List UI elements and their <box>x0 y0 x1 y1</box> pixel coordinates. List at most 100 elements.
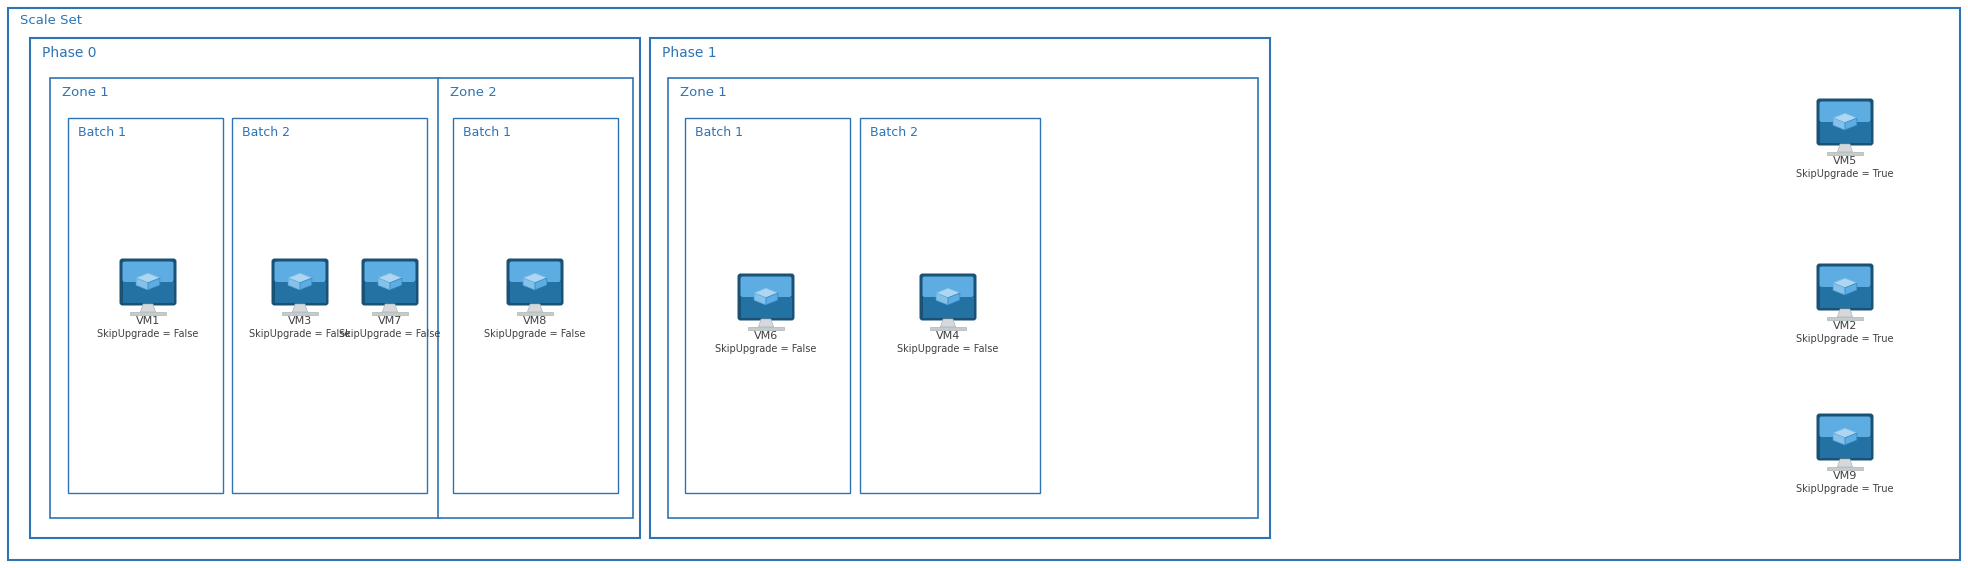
FancyBboxPatch shape <box>120 258 177 306</box>
Polygon shape <box>382 304 398 312</box>
FancyBboxPatch shape <box>364 261 415 282</box>
Bar <box>364 282 415 303</box>
FancyBboxPatch shape <box>49 78 441 518</box>
FancyBboxPatch shape <box>740 277 791 297</box>
Polygon shape <box>378 273 401 283</box>
Polygon shape <box>287 278 299 290</box>
Polygon shape <box>766 293 777 305</box>
FancyBboxPatch shape <box>923 277 974 297</box>
Text: Scale Set: Scale Set <box>20 14 83 27</box>
Text: Batch 2: Batch 2 <box>242 126 289 139</box>
Text: VM3: VM3 <box>287 316 313 326</box>
Polygon shape <box>1838 144 1852 152</box>
Polygon shape <box>1846 283 1858 295</box>
Polygon shape <box>136 273 159 283</box>
Polygon shape <box>136 278 148 290</box>
FancyBboxPatch shape <box>685 118 850 493</box>
Polygon shape <box>1838 459 1852 467</box>
Text: Zone 2: Zone 2 <box>451 86 496 99</box>
Text: SkipUpgrade = False: SkipUpgrade = False <box>250 329 350 339</box>
Polygon shape <box>1838 309 1852 317</box>
Text: SkipUpgrade = False: SkipUpgrade = False <box>484 329 586 339</box>
Text: VM5: VM5 <box>1832 156 1858 166</box>
Bar <box>372 312 407 315</box>
Bar <box>274 282 325 303</box>
FancyBboxPatch shape <box>1816 414 1874 461</box>
Bar <box>1828 152 1862 154</box>
FancyBboxPatch shape <box>919 274 976 320</box>
Text: SkipUpgrade = False: SkipUpgrade = False <box>714 344 817 354</box>
Polygon shape <box>1846 118 1858 130</box>
Bar <box>283 312 317 315</box>
Text: VM9: VM9 <box>1832 471 1858 481</box>
FancyBboxPatch shape <box>649 38 1269 538</box>
Polygon shape <box>140 304 155 312</box>
Polygon shape <box>1832 118 1846 130</box>
FancyBboxPatch shape <box>272 258 329 306</box>
Polygon shape <box>148 278 159 290</box>
Polygon shape <box>1832 283 1846 295</box>
Text: Batch 1: Batch 1 <box>695 126 744 139</box>
FancyBboxPatch shape <box>439 78 634 518</box>
Polygon shape <box>378 278 390 290</box>
Bar <box>130 312 165 315</box>
Polygon shape <box>941 319 956 327</box>
Bar <box>510 282 561 303</box>
Bar <box>122 282 173 303</box>
FancyBboxPatch shape <box>453 118 618 493</box>
Polygon shape <box>523 278 535 290</box>
FancyBboxPatch shape <box>667 78 1258 518</box>
Text: VM6: VM6 <box>754 331 777 341</box>
Bar <box>748 327 783 329</box>
FancyBboxPatch shape <box>274 261 325 282</box>
FancyBboxPatch shape <box>30 38 640 538</box>
Text: SkipUpgrade = False: SkipUpgrade = False <box>897 344 998 354</box>
Bar <box>923 296 974 318</box>
Polygon shape <box>527 304 543 312</box>
Polygon shape <box>754 293 766 305</box>
Text: Phase 0: Phase 0 <box>41 46 96 60</box>
FancyBboxPatch shape <box>1816 98 1874 145</box>
Text: Batch 2: Batch 2 <box>870 126 917 139</box>
Text: VM2: VM2 <box>1832 321 1858 331</box>
Polygon shape <box>390 278 401 290</box>
FancyBboxPatch shape <box>860 118 1039 493</box>
FancyBboxPatch shape <box>122 261 173 282</box>
Polygon shape <box>1832 278 1858 288</box>
Polygon shape <box>293 304 307 312</box>
Text: Batch 1: Batch 1 <box>79 126 126 139</box>
Text: VM4: VM4 <box>937 331 960 341</box>
Polygon shape <box>1832 433 1846 445</box>
Bar <box>1820 436 1870 457</box>
Text: Zone 1: Zone 1 <box>63 86 108 99</box>
FancyBboxPatch shape <box>8 8 1960 560</box>
Polygon shape <box>535 278 547 290</box>
Polygon shape <box>949 293 960 305</box>
Bar <box>1820 122 1870 143</box>
FancyBboxPatch shape <box>510 261 561 282</box>
Text: Phase 1: Phase 1 <box>661 46 716 60</box>
Text: VM8: VM8 <box>523 316 547 326</box>
Polygon shape <box>1846 433 1858 445</box>
Bar <box>1820 286 1870 307</box>
Text: VM7: VM7 <box>378 316 401 326</box>
FancyBboxPatch shape <box>506 258 563 306</box>
Bar <box>518 312 553 315</box>
Polygon shape <box>299 278 311 290</box>
Text: SkipUpgrade = True: SkipUpgrade = True <box>1797 169 1893 179</box>
Polygon shape <box>1832 113 1858 123</box>
Polygon shape <box>1832 428 1858 438</box>
Text: SkipUpgrade = False: SkipUpgrade = False <box>96 329 199 339</box>
Bar <box>740 296 791 318</box>
Polygon shape <box>754 289 777 298</box>
FancyBboxPatch shape <box>1820 266 1870 287</box>
Polygon shape <box>287 273 311 283</box>
Text: SkipUpgrade = False: SkipUpgrade = False <box>338 329 441 339</box>
Bar <box>931 327 966 329</box>
Polygon shape <box>523 273 547 283</box>
FancyBboxPatch shape <box>1820 416 1870 437</box>
FancyBboxPatch shape <box>232 118 427 493</box>
Text: SkipUpgrade = True: SkipUpgrade = True <box>1797 334 1893 344</box>
Polygon shape <box>758 319 773 327</box>
Bar <box>1828 467 1862 470</box>
